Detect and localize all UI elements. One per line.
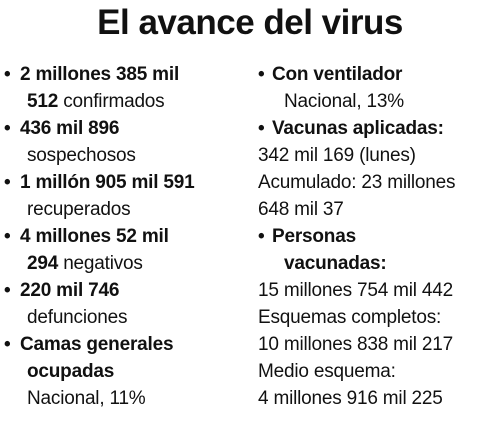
headline: El avance del virus xyxy=(97,3,403,42)
sospechosos-value: 436 mil 896 xyxy=(20,118,120,139)
right-column: • Con ventilador Nacional, 13% • Vacunas a… xyxy=(258,61,498,412)
bullet-icon: • xyxy=(4,334,11,355)
negativos-label-line: 294 negativos xyxy=(4,250,248,277)
confirmados-value: 2 millones 385 mil xyxy=(20,64,180,85)
bullet-icon: • xyxy=(4,172,11,193)
camas-detail: Nacional, 11% xyxy=(27,388,146,409)
defunciones-value: 220 mil 746 xyxy=(20,280,120,301)
personas-half-value: 4 millones 916 mil 225 xyxy=(258,388,443,409)
personas-complete-label: Esquemas completos: xyxy=(258,307,442,328)
vacunas-accumulated-cont: 648 mil 37 xyxy=(258,199,344,220)
personas-heading-cont: vacunadas: xyxy=(284,253,387,274)
recuperados-label: recuperados xyxy=(27,199,131,220)
personas-heading-line: • Personas xyxy=(258,223,498,250)
confirmados-label-line: 512 confirmados xyxy=(4,88,248,115)
confirmados-label: confirmados xyxy=(58,91,165,112)
negativos-value-tail: 294 xyxy=(27,253,59,274)
bullet-icon: • xyxy=(4,64,11,85)
defunciones-value-line: • 220 mil 746 xyxy=(4,277,248,304)
recuperados-value-line: • 1 millón 905 mil 591 xyxy=(4,169,248,196)
negativos-value: 4 millones 52 mil xyxy=(20,226,169,247)
bullet-icon: • xyxy=(258,118,265,139)
vacunas-daily: 342 mil 169 (lunes) xyxy=(258,145,416,166)
vacunas-heading-line: • Vacunas aplicadas: xyxy=(258,115,498,142)
sospechosos-value-line: • 436 mil 896 xyxy=(4,115,248,142)
confirmados-value-line: • 2 millones 385 mil xyxy=(4,61,248,88)
negativos-label: negativos xyxy=(58,253,143,274)
bullet-icon: • xyxy=(4,118,11,139)
confirmados-value-tail: 512 xyxy=(27,91,59,112)
bullet-icon: • xyxy=(258,226,265,247)
camas-heading-cont: ocupadas xyxy=(27,361,115,382)
camas-heading: Camas generales xyxy=(20,334,174,355)
personas-total: 15 millones 754 mil 442 xyxy=(258,280,454,301)
vacunas-accumulated: Acumulado: 23 millones xyxy=(258,172,456,193)
camas-heading-line: • Camas generales xyxy=(4,331,248,358)
ventilador-heading-line: • Con ventilador xyxy=(258,61,498,88)
personas-heading: Personas xyxy=(272,226,356,247)
bullet-icon: • xyxy=(4,226,11,247)
bullet-icon: • xyxy=(4,280,11,301)
vacunas-heading: Vacunas aplicadas: xyxy=(272,118,444,139)
sospechosos-label: sospechosos xyxy=(27,145,136,166)
recuperados-value: 1 millón 905 mil 591 xyxy=(20,172,195,193)
bullet-icon: • xyxy=(258,64,265,85)
ventilador-detail: Nacional, 13% xyxy=(284,91,404,112)
defunciones-label: defunciones xyxy=(27,307,128,328)
ventilador-heading: Con ventilador xyxy=(272,64,403,85)
negativos-value-line: • 4 millones 52 mil xyxy=(4,223,248,250)
personas-complete-value: 10 millones 838 mil 217 xyxy=(258,334,454,355)
left-column: • 2 millones 385 mil 512 confirmados • 436… xyxy=(4,61,248,412)
personas-half-label: Medio esquema: xyxy=(258,361,396,382)
